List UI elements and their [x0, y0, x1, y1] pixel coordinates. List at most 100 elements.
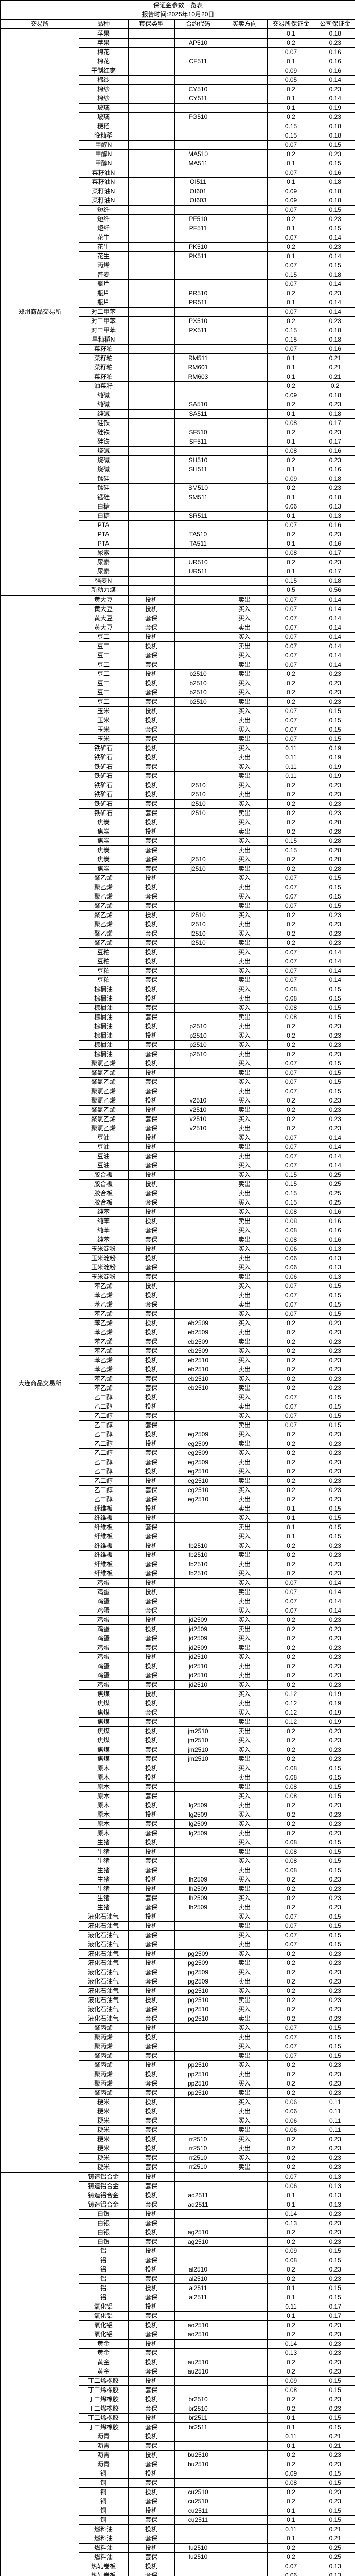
- cell-variety: 普麦: [78, 270, 129, 280]
- cell-hedge-type: 套保: [128, 2153, 175, 2163]
- cell-contract-code: p2510: [174, 1040, 222, 1050]
- cell-hedge-type: 投机: [128, 669, 175, 679]
- cell-contract-code: [174, 985, 222, 994]
- cell-variety: 甲醇N: [78, 140, 129, 150]
- cell-hedge-type: 投机: [128, 1059, 175, 1069]
- cell-hedge-type: 投机: [128, 2395, 175, 2404]
- cell-exchange-margin: 0.11: [267, 762, 315, 772]
- cell-exchange-margin: 0.2: [267, 242, 315, 252]
- cell-company-margin: 0.13: [314, 2200, 355, 2210]
- cell-hedge-type: [128, 289, 175, 298]
- cell-exchange-margin: 0.08: [267, 1866, 315, 1875]
- cell-direction: [221, 251, 268, 261]
- cell-hedge-type: 套保: [128, 1003, 175, 1013]
- cell-direction: 卖出: [221, 623, 268, 633]
- cell-direction: 卖出: [221, 883, 268, 892]
- table-row: 菜籽粕 0.07 0.16: [1, 344, 355, 354]
- cell-direction: [221, 400, 268, 410]
- cell-company-margin: 0.13: [314, 2181, 355, 2191]
- cell-company-margin: 0.23: [314, 2395, 355, 2404]
- cell-contract-code: [174, 1253, 222, 1263]
- cell-contract-code: [174, 1077, 222, 1087]
- table-row: 鸡蛋 投机 jd2510 卖出 0.2 0.23: [1, 1662, 355, 1671]
- cell-company-margin: 0.28: [314, 864, 355, 874]
- cell-contract-code: j2510: [174, 864, 222, 874]
- cell-hedge-type: [128, 307, 175, 317]
- cell-contract-code: lg2509: [174, 1801, 222, 1810]
- cell-variety: 焦煤: [78, 1717, 129, 1727]
- cell-exchange-margin: 0.2: [267, 910, 315, 920]
- cell-direction: [221, 2534, 268, 2544]
- table-row: 玉米淀粉 投机 卖出 0.06 0.13: [1, 1253, 355, 1263]
- table-row: 焦煤 投机 买入 0.12 0.19: [1, 1689, 355, 1699]
- cell-contract-code: l2510: [174, 920, 222, 929]
- cell-hedge-type: 套保: [128, 1856, 175, 1866]
- cell-direction: [221, 2265, 268, 2275]
- cell-exchange-margin: 0.2: [267, 1022, 315, 1031]
- table-row: 纤维板 投机 fb2510 卖出 0.2 0.23: [1, 1550, 355, 1560]
- cell-company-margin: 0.15: [314, 2042, 355, 2052]
- cell-company-margin: 0.15: [314, 1940, 355, 1950]
- cell-hedge-type: 套保: [128, 2200, 175, 2210]
- cell-exchange-margin: 0.1: [267, 567, 315, 577]
- cell-hedge-type: [128, 242, 175, 252]
- table-row: 液化石油气 套保 pg2510 买入 0.2 0.23: [1, 2005, 355, 2014]
- cell-variety: 焦炭: [78, 827, 129, 837]
- cell-contract-code: SH511: [174, 465, 222, 474]
- cell-direction: [221, 112, 268, 122]
- cell-variety: 黄大豆: [78, 604, 129, 614]
- cell-company-margin: 0.14: [314, 1587, 355, 1597]
- cell-direction: [221, 2524, 268, 2534]
- cell-company-margin: 0.23: [314, 2367, 355, 2377]
- cell-hedge-type: 投机: [128, 1699, 175, 1708]
- cell-variety: 棕榈油: [78, 1012, 129, 1022]
- cell-contract-code: [174, 2478, 222, 2488]
- cell-variety: 聚氯乙烯: [78, 1105, 129, 1115]
- cell-contract-code: CY511: [174, 94, 222, 104]
- cell-exchange-margin: 0.2: [267, 1875, 315, 1885]
- cell-variety: 焦煤: [78, 1689, 129, 1699]
- cell-company-margin: 0.15: [314, 883, 355, 892]
- cell-direction: 卖出: [221, 1235, 268, 1245]
- cell-exchange-margin: 0.2: [267, 1040, 315, 1050]
- cell-contract-code: [174, 1003, 222, 1013]
- cell-variety: 聚乙烯: [78, 910, 129, 920]
- cell-contract-code: [174, 270, 222, 280]
- cell-variety: 原木: [78, 1810, 129, 1820]
- cell-company-margin: 0.23: [314, 2228, 355, 2238]
- cell-company-margin: 0.13: [314, 2191, 355, 2200]
- cell-exchange-margin: 0.07: [267, 1597, 315, 1606]
- cell-exchange-margin: 0.07: [267, 1587, 315, 1597]
- cell-direction: [221, 2571, 268, 2576]
- cell-exchange-margin: 0.09: [267, 474, 315, 484]
- cell-direction: [221, 465, 268, 474]
- cell-contract-code: [174, 994, 222, 1004]
- cell-exchange-margin: 0.07: [267, 1300, 315, 1310]
- cell-direction: 卖出: [221, 2125, 268, 2135]
- cell-variety: 纯碱: [78, 400, 129, 410]
- cell-exchange-margin: 0.2: [267, 530, 315, 539]
- cell-hedge-type: [128, 465, 175, 474]
- cell-direction: 买入: [221, 855, 268, 865]
- cell-variety: 豆二: [78, 688, 129, 698]
- cell-contract-code: [174, 706, 222, 716]
- cell-variety: 液化石油气: [78, 1995, 129, 2005]
- cell-hedge-type: 套保: [128, 1309, 175, 1319]
- cell-direction: 卖出: [221, 1022, 268, 1031]
- cell-company-margin: 0.23: [314, 808, 355, 818]
- table-row: 豆粕 投机 卖出 0.07 0.14: [1, 957, 355, 967]
- cell-variety: 玉米淀粉: [78, 1272, 129, 1282]
- table-row: 鸡蛋 套保 jd2510 卖出 0.2 0.23: [1, 1671, 355, 1681]
- table-row: 纯碱 SA510 0.2 0.23: [1, 400, 355, 410]
- cell-company-margin: 0.56: [314, 585, 355, 596]
- cell-contract-code: [174, 892, 222, 902]
- cell-direction: [221, 57, 268, 66]
- cell-company-margin: 0.23: [314, 1105, 355, 1115]
- cell-variety: 菜籽粕: [78, 353, 129, 363]
- cell-hedge-type: 投机: [128, 1355, 175, 1365]
- cell-contract-code: [174, 168, 222, 178]
- cell-hedge-type: [128, 400, 175, 410]
- cell-exchange-margin: 0.2: [267, 316, 315, 326]
- cell-contract-code: eg2510: [174, 1476, 222, 1486]
- cell-hedge-type: 投机: [128, 2376, 175, 2386]
